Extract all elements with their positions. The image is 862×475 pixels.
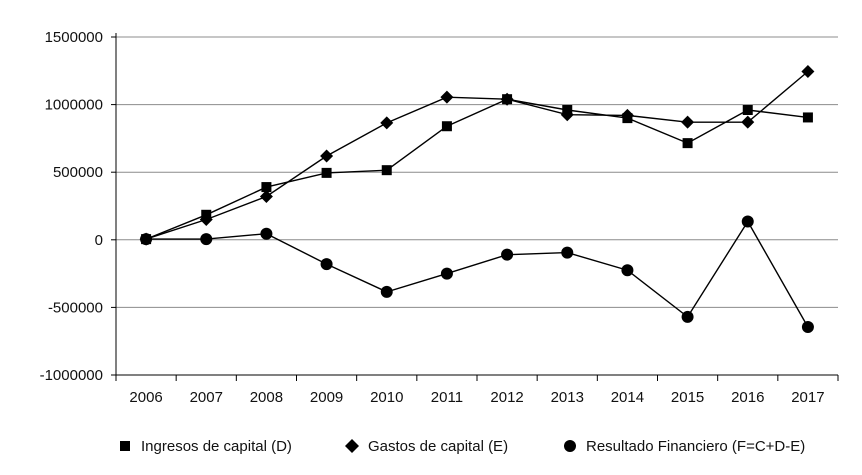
data-point-square (321, 167, 332, 178)
x-tick-label: 2011 (431, 389, 463, 406)
data-point-diamond (560, 108, 574, 122)
x-axis-ticks: 2006 2007 2008 2009 2010 2011 2012 2013 2014 2015… (115, 375, 839, 406)
x-tick-label: 2015 (671, 389, 704, 406)
data-point-square (441, 121, 452, 132)
y-tick-label: -500000 (48, 299, 103, 316)
y-tick-label: -1000000 (40, 367, 103, 384)
square-marker-icon (118, 439, 132, 453)
data-point-circle (260, 227, 273, 240)
data-point-circle (501, 248, 514, 261)
data-point-diamond (500, 92, 514, 106)
x-tick-label: 2008 (250, 389, 283, 406)
legend-label: Gastos de capital (E) (368, 437, 509, 455)
data-point-square (261, 182, 272, 193)
y-tick-label: 0 (95, 232, 103, 249)
x-tick-label: 2016 (731, 389, 764, 406)
data-point-circle (380, 285, 393, 298)
axes (115, 33, 838, 376)
legend-item-ingresos: Ingresos de capital (D) (118, 432, 292, 460)
x-tick-label: 2012 (490, 389, 523, 406)
diamond-marker-icon (345, 439, 359, 453)
y-tick-label: 1500000 (45, 29, 103, 46)
data-point-circle (320, 258, 333, 271)
series-square (141, 94, 813, 245)
data-point-square (802, 112, 813, 123)
data-point-diamond (801, 64, 815, 78)
data-point-circle (440, 267, 453, 280)
data-point-circle (741, 215, 754, 228)
data-point-circle (200, 233, 213, 246)
data-point-circle (561, 246, 574, 259)
data-point-circle (681, 310, 694, 323)
data-point-circle (801, 321, 814, 334)
data-point-square (381, 165, 392, 176)
x-tick-label: 2013 (551, 389, 584, 406)
data-point-diamond (681, 115, 695, 129)
circle-marker-icon (563, 439, 577, 453)
x-tick-label: 2010 (370, 389, 403, 406)
legend-label: Resultado Financiero (F=C+D-E) (586, 437, 806, 455)
series-line (146, 220, 809, 328)
x-tick-label: 2014 (611, 389, 644, 406)
data-point-square (682, 138, 693, 149)
legend-label: Ingresos de capital (D) (141, 437, 292, 455)
data-point-diamond (259, 190, 273, 204)
data-point-diamond (199, 213, 213, 227)
data-point-diamond (620, 108, 634, 122)
x-tick-label: 2017 (791, 389, 824, 406)
data-point-circle (621, 264, 634, 277)
data-point-diamond (380, 116, 394, 130)
series-group (139, 64, 815, 334)
y-tick-label: 1000000 (45, 97, 103, 114)
series-line (145, 70, 809, 240)
y-tick-label: 500000 (53, 164, 103, 181)
data-point-diamond (741, 115, 755, 129)
data-point-circle (140, 233, 153, 246)
legend: Ingresos de capital (D) Gastos de capita… (0, 432, 862, 460)
series-line (145, 98, 808, 240)
x-tick-label: 2009 (310, 389, 343, 406)
data-point-diamond (320, 149, 334, 163)
x-tick-label: 2007 (190, 389, 223, 406)
legend-item-resultado: Resultado Financiero (F=C+D-E) (563, 432, 805, 460)
y-axis-ticks: 1500000 1000000 500000 0 -500000 -1000000 (40, 29, 116, 384)
legend-item-gastos: Gastos de capital (E) (345, 432, 508, 460)
series-diamond (139, 64, 815, 246)
data-point-diamond (440, 90, 454, 104)
data-point-square (742, 105, 753, 116)
series-circle (140, 215, 814, 334)
line-chart: 1500000 1000000 500000 0 -500000 -1000000 200… (40, 29, 839, 406)
x-tick-label: 2006 (129, 389, 162, 406)
